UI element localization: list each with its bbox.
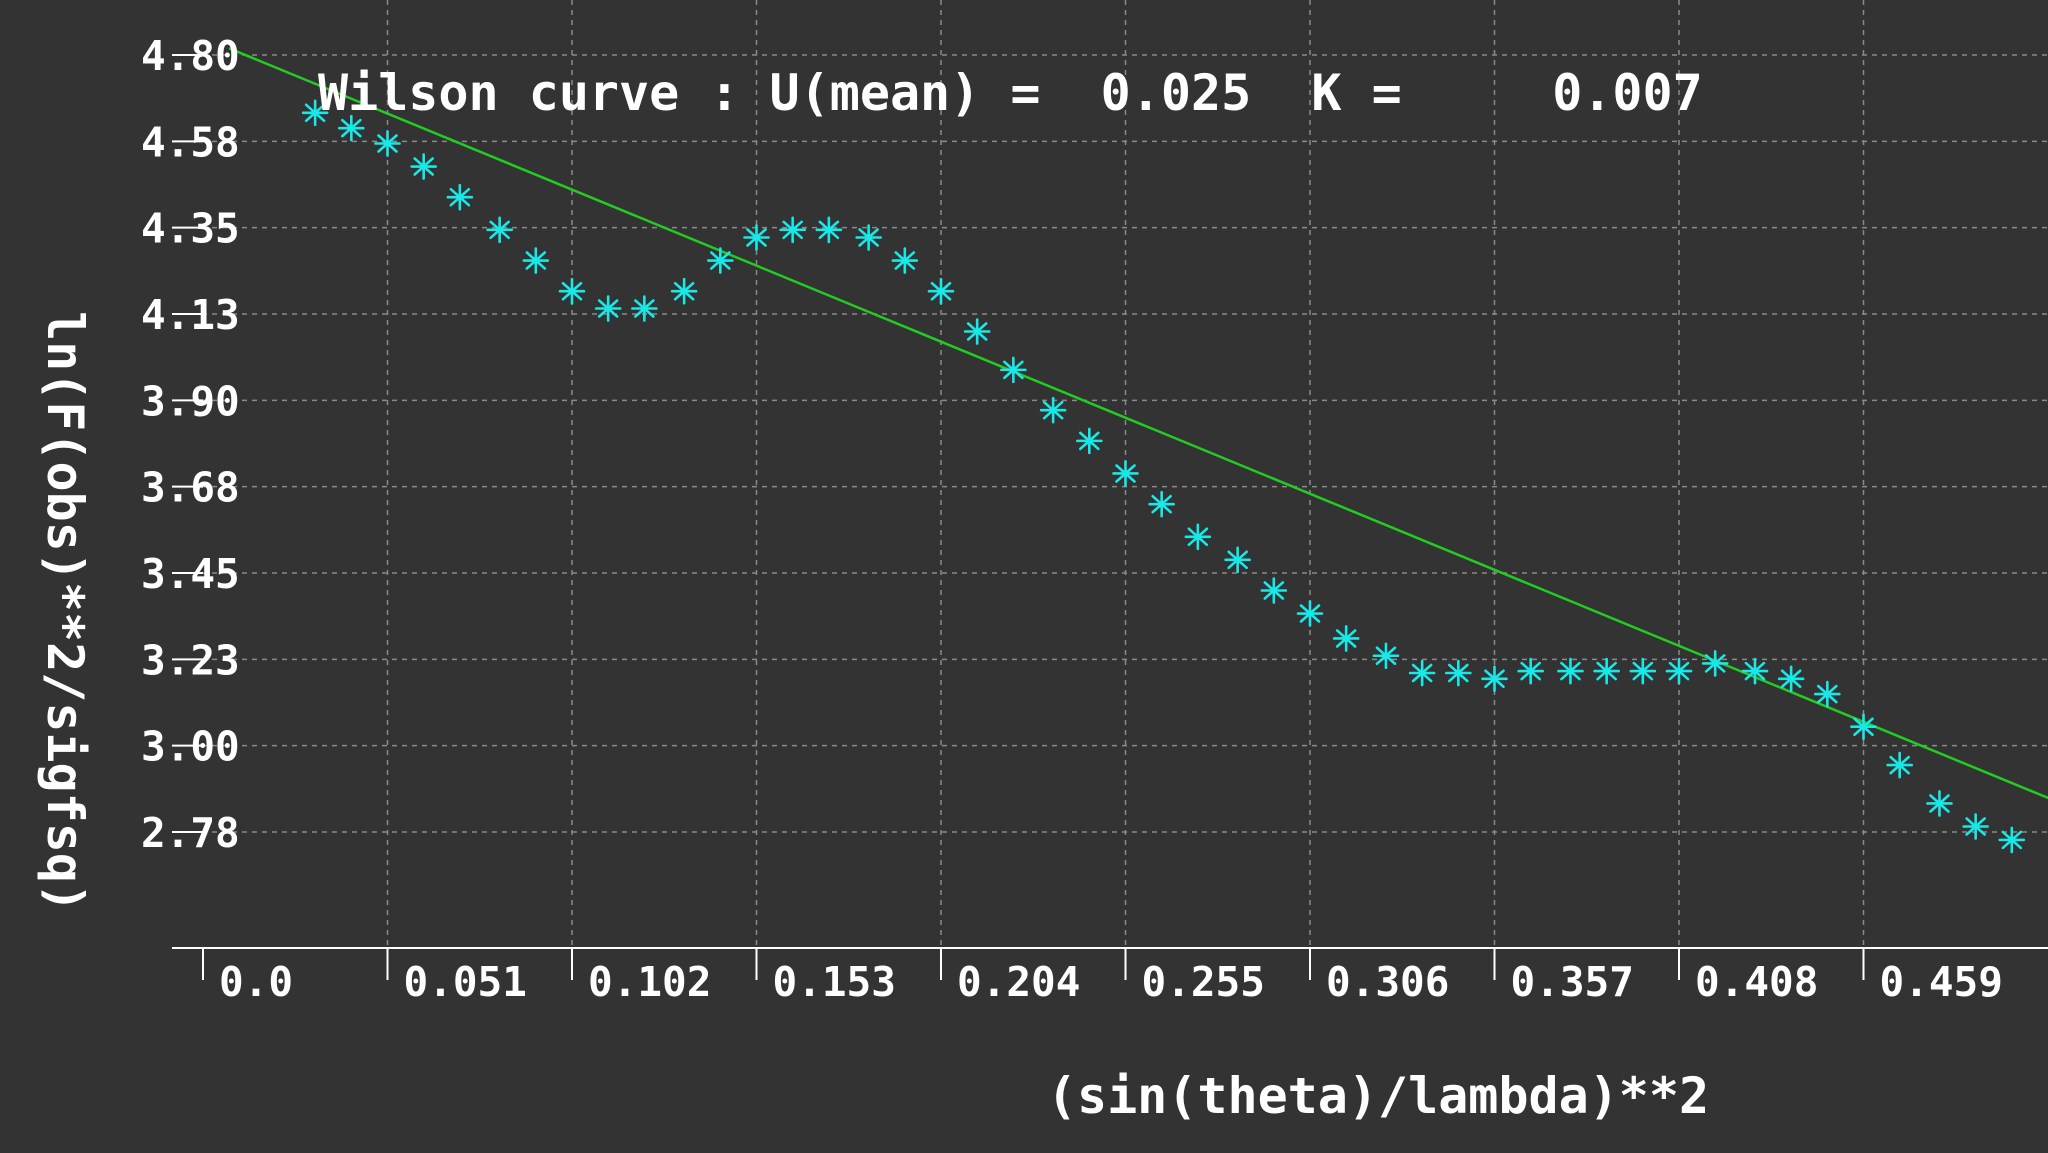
data-point <box>670 277 698 305</box>
data-point <box>1112 460 1139 487</box>
data-point <box>1741 657 1769 685</box>
data-point <box>1148 490 1175 518</box>
data-point <box>855 224 882 251</box>
y-tick-label: 3.23 <box>141 636 240 684</box>
x-tick-label: 0.102 <box>588 958 711 1006</box>
data-point <box>1296 600 1324 627</box>
x-tick-label: 0.204 <box>957 958 1080 1006</box>
y-tick-label: 4.80 <box>141 32 240 80</box>
data-point <box>1777 665 1805 693</box>
y-tick-label: 4.13 <box>141 291 240 339</box>
data-point <box>631 295 658 322</box>
data-point <box>963 318 991 345</box>
data-point <box>1408 659 1436 687</box>
data-point <box>1517 657 1544 685</box>
data-point <box>338 114 365 142</box>
fit-line-layer <box>228 47 2048 800</box>
y-tick-label: 4.35 <box>141 205 240 253</box>
data-point <box>1445 659 1472 687</box>
y-tick-label: 4.58 <box>141 118 240 166</box>
y-tick-label: 3.90 <box>141 377 240 425</box>
data-point <box>1372 642 1400 670</box>
data-point <box>301 99 329 127</box>
x-tick-label: 0.459 <box>1880 958 2003 1006</box>
x-tick-label: 0.357 <box>1511 958 1634 1006</box>
data-point <box>1593 657 1620 685</box>
data-point <box>1557 657 1584 685</box>
data-point <box>891 247 919 274</box>
data-point <box>927 277 955 305</box>
x-tick-labels: 0.0 0.051 0.102 0.153 0.204 0.255 0.306 0.357 0.… <box>219 958 2003 1006</box>
data-point <box>1886 751 1913 779</box>
data-point <box>1998 826 2026 854</box>
x-tick-label: 0.0 <box>219 958 293 1006</box>
data-point <box>558 277 586 305</box>
x-axis-title: (sin(theta)/lambda)**2 <box>1047 1067 1709 1125</box>
y-tick-label: 2.78 <box>141 809 240 857</box>
data-point <box>594 295 622 322</box>
data-point <box>1076 427 1103 455</box>
data-point <box>1000 356 1027 384</box>
data-points-layer <box>301 99 2026 854</box>
data-point <box>1332 625 1360 652</box>
data-point <box>1814 680 1841 708</box>
data-point <box>743 224 770 251</box>
y-tick-label: 3.00 <box>141 723 240 771</box>
x-tick-label: 0.051 <box>404 958 527 1006</box>
data-point <box>815 216 843 244</box>
data-point <box>374 130 401 157</box>
x-tick-label: 0.306 <box>1326 958 1449 1006</box>
y-axis-title: ln(F(obs)**2/sigfsq) <box>36 311 94 913</box>
x-tick-label: 0.408 <box>1695 958 1818 1006</box>
data-point <box>1926 790 1953 817</box>
data-point <box>1224 546 1251 574</box>
data-point <box>446 183 474 211</box>
y-tick-labels: 4.80 4.58 4.35 4.13 3.90 3.68 3.45 3.23 3.00 2.78 <box>141 32 240 857</box>
y-tick-label: 3.68 <box>141 464 240 512</box>
data-point <box>779 216 806 244</box>
data-point <box>1701 650 1729 677</box>
data-point <box>1962 813 1989 840</box>
chart-title: Wilson curve : U(mean) = 0.025 K = 0.007 <box>318 64 1703 122</box>
data-point <box>1481 665 1508 693</box>
y-tick-label: 3.45 <box>141 550 240 598</box>
data-point <box>1665 657 1693 685</box>
fit-line <box>228 47 2048 800</box>
data-point <box>410 153 437 180</box>
data-point <box>1629 657 1657 685</box>
x-tick-label: 0.255 <box>1142 958 1265 1006</box>
data-point <box>1039 396 1067 424</box>
data-point <box>1184 523 1212 551</box>
x-tick-label: 0.153 <box>773 958 896 1006</box>
data-point <box>486 216 513 244</box>
data-point <box>707 247 734 274</box>
data-point <box>1850 713 1877 741</box>
data-point <box>1260 577 1288 604</box>
grid-layer <box>172 0 2048 980</box>
data-point <box>522 247 550 274</box>
axis-layer <box>172 947 2048 980</box>
